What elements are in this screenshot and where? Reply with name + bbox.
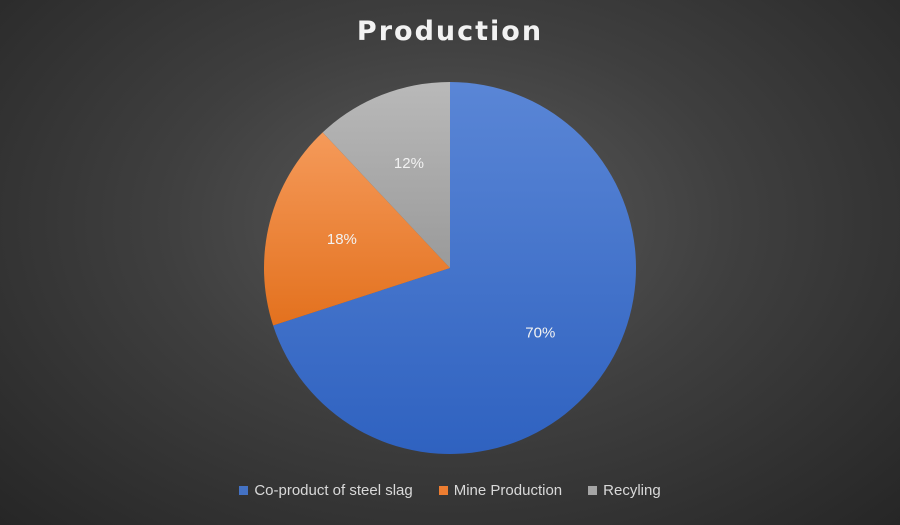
legend-item-co-product-of-steel-slag: Co-product of steel slag bbox=[239, 482, 413, 499]
legend-swatch-mine-production bbox=[438, 486, 448, 495]
data-label-mine-production: 18% bbox=[327, 231, 357, 248]
pie-slice-mine-production bbox=[264, 132, 450, 326]
chart-title: Production bbox=[356, 16, 544, 47]
data-label-recyling: 12% bbox=[394, 155, 424, 172]
pie-slices bbox=[264, 82, 636, 454]
legend-label-recyling: Recyling bbox=[603, 482, 661, 499]
legend-label-mine-production: Mine Production bbox=[453, 482, 563, 499]
legend-item-recyling: Recyling bbox=[588, 482, 661, 499]
pie-slice-recyling bbox=[322, 82, 450, 268]
legend: Co-product of steel slag Mine Production… bbox=[0, 482, 900, 499]
legend-swatch-co-product-of-steel-slag bbox=[239, 486, 249, 495]
pie-slice-co-product-of-steel-slag bbox=[273, 82, 636, 454]
pie-data-labels: 70% 18% 12% bbox=[327, 155, 555, 341]
data-label-co-product-of-steel-slag: 70% bbox=[525, 325, 555, 342]
legend-item-mine-production: Mine Production bbox=[438, 482, 563, 499]
legend-label-co-product-of-steel-slag: Co-product of steel slag bbox=[254, 482, 413, 499]
legend-swatch-recyling bbox=[588, 486, 598, 495]
